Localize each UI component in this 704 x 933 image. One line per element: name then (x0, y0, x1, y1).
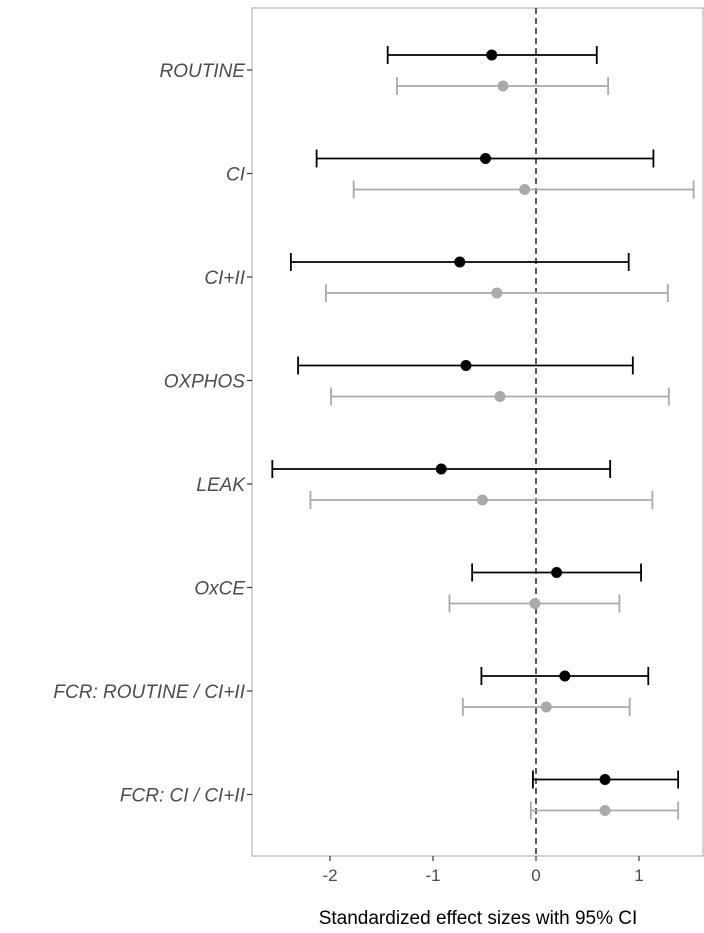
point-estimate (529, 598, 541, 609)
point-estimate (454, 256, 466, 268)
x-axis-title: Standardized effect sizes with 95% CI (319, 908, 638, 929)
point-estimate (599, 805, 611, 816)
series-1 (271, 46, 680, 789)
x-tick-label: 0 (531, 866, 540, 885)
point-estimate (460, 360, 472, 371)
point-estimate (599, 774, 611, 785)
point-estimate (551, 567, 563, 578)
point-estimate (476, 494, 488, 506)
point-estimate (540, 701, 552, 713)
point-estimate (480, 153, 492, 164)
category-label: OXPHOS (164, 372, 246, 393)
x-tick-label: -1 (425, 866, 440, 885)
point-estimate (519, 184, 531, 195)
y-axis: ROUTINE CI CI+II OXPHOS LEAK OxCE FCR: ROUTINE… (53, 61, 252, 807)
plot-panel (251, 7, 704, 857)
point-estimate (435, 463, 447, 475)
category-label: CI+II (204, 268, 245, 289)
series-layer (271, 46, 695, 820)
category-label: ROUTINE (160, 61, 246, 82)
point-estimate (486, 49, 498, 61)
category-label: LEAK (196, 475, 246, 496)
series-2 (309, 77, 695, 820)
point-estimate (491, 287, 503, 299)
category-label: FCR: ROUTINE / CI+II (53, 682, 245, 703)
x-axis: -2 -1 0 1 (322, 856, 644, 885)
x-tick-label: -2 (322, 866, 337, 885)
category-label: CI (226, 165, 246, 186)
point-estimate (497, 80, 509, 92)
x-tick-label: 1 (634, 866, 643, 885)
category-label: OxCE (194, 579, 245, 600)
category-label: FCR: CI / CI+II (120, 786, 246, 807)
point-estimate (559, 670, 571, 682)
point-estimate (494, 391, 506, 402)
